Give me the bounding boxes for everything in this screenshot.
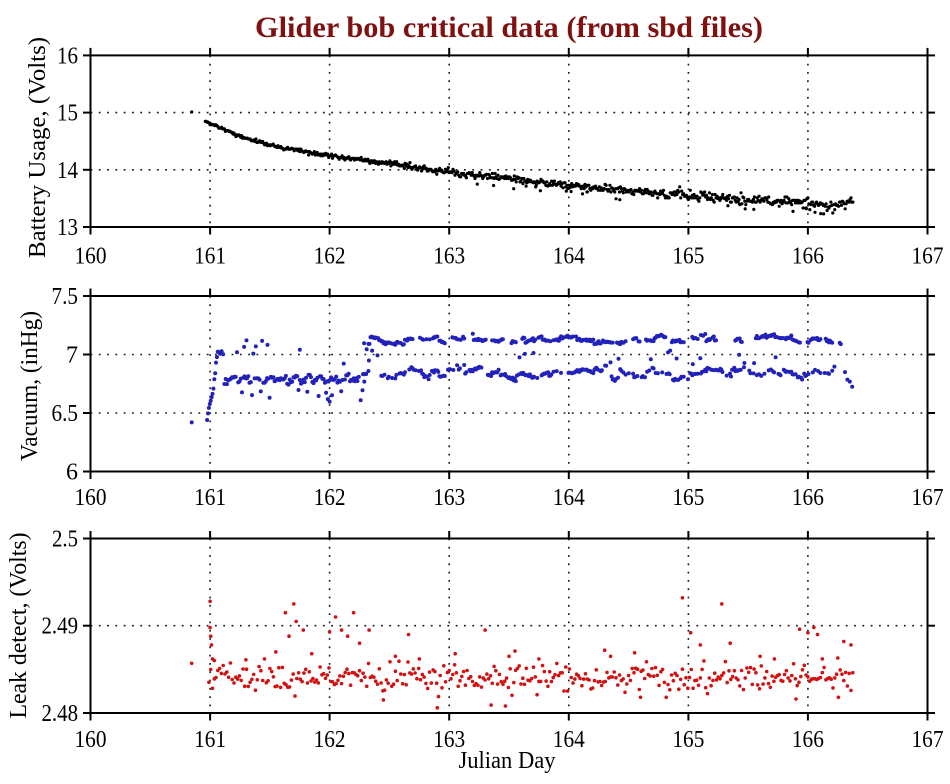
svg-text:6.5: 6.5 <box>52 401 79 427</box>
svg-text:162: 162 <box>314 727 346 753</box>
svg-text:167: 167 <box>912 485 944 511</box>
svg-text:167: 167 <box>912 727 944 753</box>
svg-text:161: 161 <box>194 727 226 753</box>
svg-text:164: 164 <box>553 244 585 270</box>
svg-text:160: 160 <box>75 727 107 753</box>
svg-text:163: 163 <box>433 244 465 270</box>
svg-text:166: 166 <box>792 244 824 270</box>
svg-text:Glider bob critical data (from: Glider bob critical data (from sbd files… <box>255 11 763 44</box>
svg-text:162: 162 <box>314 485 346 511</box>
svg-text:161: 161 <box>194 485 226 511</box>
svg-text:165: 165 <box>672 485 704 511</box>
svg-text:164: 164 <box>553 485 585 511</box>
svg-text:14: 14 <box>57 158 78 184</box>
svg-text:166: 166 <box>792 727 824 753</box>
svg-text:166: 166 <box>792 485 824 511</box>
svg-text:7.5: 7.5 <box>52 284 79 310</box>
svg-text:6: 6 <box>66 460 78 486</box>
svg-text:16: 16 <box>57 43 78 69</box>
svg-text:165: 165 <box>672 727 704 753</box>
svg-text:163: 163 <box>433 727 465 753</box>
svg-text:13: 13 <box>57 215 78 241</box>
svg-text:Leak detect, (Volts): Leak detect, (Volts) <box>6 533 32 719</box>
svg-text:162: 162 <box>314 244 346 270</box>
svg-text:167: 167 <box>912 244 944 270</box>
svg-text:15: 15 <box>57 101 78 127</box>
svg-text:2.48: 2.48 <box>42 701 79 727</box>
svg-text:163: 163 <box>433 485 465 511</box>
svg-text:Vacuum, (inHg): Vacuum, (inHg) <box>17 311 43 461</box>
svg-text:165: 165 <box>672 244 704 270</box>
svg-text:7: 7 <box>66 343 78 369</box>
svg-text:2.5: 2.5 <box>52 527 78 553</box>
svg-text:160: 160 <box>75 244 107 270</box>
svg-text:164: 164 <box>553 727 585 753</box>
svg-text:2.49: 2.49 <box>42 614 79 640</box>
svg-text:161: 161 <box>194 244 226 270</box>
svg-text:160: 160 <box>75 485 107 511</box>
svg-text:Julian Day: Julian Day <box>459 748 556 774</box>
svg-text:Battery Usage, (Volts): Battery Usage, (Volts) <box>25 37 51 258</box>
